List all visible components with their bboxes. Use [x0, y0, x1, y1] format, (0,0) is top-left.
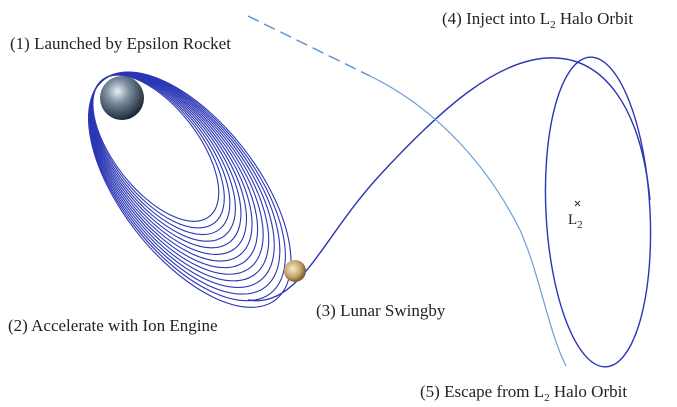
label-text: (1) Launched by Epsilon Rocket	[10, 34, 231, 53]
halo-orbit	[544, 56, 652, 368]
label: L2	[568, 212, 583, 231]
earth	[100, 76, 144, 120]
label-sub: 2	[544, 392, 550, 404]
label-text: (2) Accelerate with Ion Engine	[8, 316, 218, 335]
escape-trajectory	[369, 75, 567, 367]
spiral-loop	[88, 71, 286, 302]
spiral-loop	[87, 71, 292, 308]
label: (4) Inject into L2 Halo Orbit	[442, 9, 633, 31]
transfer-trajectory	[247, 57, 651, 302]
spiral-loop	[88, 71, 281, 295]
spiral-loop	[90, 73, 253, 262]
spiral-loop	[89, 72, 270, 282]
l2-marker	[574, 200, 581, 207]
label-text: (3) Lunar Swingby	[316, 301, 446, 320]
label: (2) Accelerate with Ion Engine	[8, 316, 218, 335]
spiral-orbits	[87, 71, 292, 308]
spiral-loop	[89, 72, 264, 275]
spiral-loop	[89, 72, 259, 269]
label-text: Halo Orbit	[556, 9, 634, 28]
moon	[284, 260, 306, 282]
label-sub: 2	[577, 219, 583, 231]
label: (3) Lunar Swingby	[316, 301, 446, 320]
label-text: (4) Inject into L	[442, 9, 550, 28]
launch-dashed	[247, 15, 371, 77]
label-text: Halo Orbit	[550, 382, 628, 401]
label-sub: 2	[550, 19, 556, 31]
label: (1) Launched by Epsilon Rocket	[10, 34, 231, 53]
label: (5) Escape from L2 Halo Orbit	[420, 382, 627, 404]
label-text: L	[568, 212, 577, 228]
label-text: (5) Escape from L	[420, 382, 544, 401]
